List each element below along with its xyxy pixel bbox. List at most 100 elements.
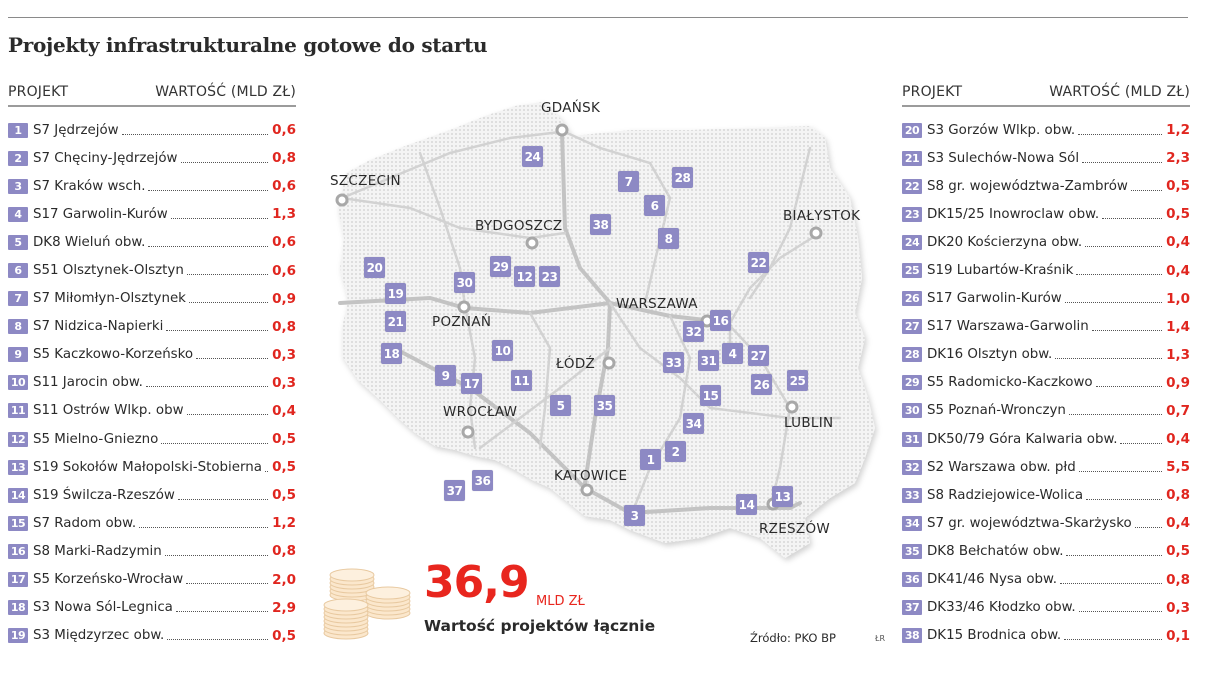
project-row: 2 S7 Chęciny-Jędrzejów 0,8 bbox=[8, 144, 296, 172]
project-row: 1 S7 Jędrzejów 0,6 bbox=[8, 116, 296, 144]
project-number-badge: 37 bbox=[902, 600, 922, 616]
project-row: 3 S7 Kraków wsch. 0,6 bbox=[8, 172, 296, 200]
project-value: 1,2 bbox=[272, 515, 296, 532]
project-name: S5 Poznań-Wronczyn bbox=[927, 403, 1066, 419]
project-row: 36 DK41/46 Nysa obw. 0,8 bbox=[902, 566, 1190, 594]
project-name: S11 Jarocin obw. bbox=[33, 375, 143, 391]
dotted-leader bbox=[175, 611, 269, 613]
dotted-leader bbox=[1130, 189, 1163, 191]
project-value: 2,3 bbox=[1166, 150, 1190, 167]
project-marker: 32 bbox=[683, 321, 704, 342]
project-number-badge: 28 bbox=[902, 347, 922, 363]
project-number-badge: 15 bbox=[8, 515, 28, 531]
project-row: 7 S7 Miłomłyn-Olsztynek 0,9 bbox=[8, 285, 296, 313]
dotted-leader bbox=[1078, 133, 1163, 135]
project-value: 0,3 bbox=[1166, 599, 1190, 616]
city-label: BIAŁYSTOK bbox=[783, 208, 861, 224]
dotted-leader bbox=[1066, 554, 1163, 556]
city-label: WROCŁAW bbox=[443, 404, 518, 420]
dotted-leader bbox=[1055, 358, 1163, 360]
dotted-leader bbox=[161, 442, 269, 444]
project-name: S19 Świlcza-Rzeszów bbox=[33, 487, 175, 503]
list-header: PROJEKT WARTOŚĆ (MLD ZŁ) bbox=[8, 84, 296, 107]
project-marker: 26 bbox=[751, 374, 772, 395]
project-number-badge: 9 bbox=[8, 347, 28, 363]
project-marker: 10 bbox=[492, 340, 513, 361]
project-marker: 7 bbox=[618, 171, 639, 192]
project-value: 0,5 bbox=[272, 627, 296, 644]
project-value: 0,1 bbox=[1166, 627, 1190, 644]
project-marker: 33 bbox=[663, 352, 684, 373]
project-value: 0,6 bbox=[272, 122, 296, 139]
project-row: 15 S7 Radom obw. 1,2 bbox=[8, 509, 296, 537]
project-row: 31 DK50/79 Góra Kalwaria obw. 0,4 bbox=[902, 425, 1190, 453]
project-number-badge: 4 bbox=[8, 206, 28, 222]
dotted-leader bbox=[196, 358, 269, 360]
project-row: 38 DK15 Brodnica obw. 0,1 bbox=[902, 622, 1190, 650]
project-name: S17 Garwolin-Kurów bbox=[33, 206, 168, 222]
project-name: S3 Sulechów-Nowa Sól bbox=[927, 150, 1080, 166]
project-number-badge: 29 bbox=[902, 375, 922, 391]
project-marker: 11 bbox=[511, 370, 532, 391]
dotted-leader bbox=[1076, 274, 1163, 276]
project-row: 13 S19 Sokołów Małopolski-Stobierna 0,5 bbox=[8, 453, 296, 481]
project-name: S7 Miłomłyn-Olsztynek bbox=[33, 291, 186, 307]
project-value: 5,5 bbox=[1166, 459, 1190, 476]
city-label: KATOWICE bbox=[554, 468, 628, 484]
project-name: DK41/46 Nysa obw. bbox=[927, 572, 1057, 588]
project-number-badge: 12 bbox=[8, 431, 28, 447]
project-marker: 5 bbox=[550, 395, 571, 416]
project-number-badge: 20 bbox=[902, 122, 922, 138]
column-header-value: WARTOŚĆ (MLD ZŁ) bbox=[155, 84, 296, 100]
project-name: S8 Marki-Radzymin bbox=[33, 543, 162, 559]
author-initials: ŁR bbox=[875, 634, 886, 643]
project-name: S7 Radom obw. bbox=[33, 515, 137, 531]
dotted-leader bbox=[148, 189, 269, 191]
project-row: 5 DK8 Wieluń obw. 0,6 bbox=[8, 228, 296, 256]
project-value: 0,8 bbox=[272, 150, 296, 167]
dotted-leader bbox=[148, 245, 269, 247]
project-row: 28 DK16 Olsztyn obw. 1,3 bbox=[902, 341, 1190, 369]
project-row: 6 S51 Olsztynek-Olsztyn 0,6 bbox=[8, 256, 296, 284]
project-name: DK33/46 Kłodzko obw. bbox=[927, 600, 1076, 616]
total-unit: MLD ZŁ bbox=[536, 594, 585, 609]
project-marker: 9 bbox=[435, 365, 456, 386]
dotted-leader bbox=[139, 526, 269, 528]
project-name: S7 gr. województwa-Skarżysko bbox=[927, 515, 1132, 531]
project-marker: 13 bbox=[772, 486, 793, 507]
project-row: 29 S5 Radomicko-Kaczkowo 0,9 bbox=[902, 369, 1190, 397]
project-number-badge: 22 bbox=[902, 178, 922, 194]
city-label: GDAŃSK bbox=[541, 100, 601, 116]
project-value: 0,8 bbox=[1166, 571, 1190, 588]
project-name: DK20 Kościerzyna obw. bbox=[927, 234, 1083, 250]
project-value: 0,5 bbox=[272, 431, 296, 448]
dotted-leader bbox=[177, 498, 269, 500]
project-row: 18 S3 Nowa Sól-Legnica 2,9 bbox=[8, 594, 296, 622]
project-name: S5 Kaczkowo-Korzeńsko bbox=[33, 347, 194, 363]
project-marker: 16 bbox=[710, 310, 731, 331]
project-value: 0,8 bbox=[1166, 487, 1190, 504]
project-number-badge: 3 bbox=[8, 178, 28, 194]
project-row: 35 DK8 Bełchatów obw. 0,5 bbox=[902, 537, 1190, 565]
dotted-leader bbox=[1068, 414, 1163, 416]
project-row: 20 S3 Gorzów Wlkp. obw. 1,2 bbox=[902, 116, 1190, 144]
project-value: 1,3 bbox=[1166, 346, 1190, 363]
project-row: 22 S8 gr. województwa-Zambrów 0,5 bbox=[902, 172, 1190, 200]
project-number-badge: 6 bbox=[8, 263, 28, 279]
project-name: S5 Korzeńsko-Wrocław bbox=[33, 572, 184, 588]
project-marker: 37 bbox=[444, 480, 465, 501]
city-label: ŁÓDŹ bbox=[556, 356, 596, 372]
project-name: DK15 Brodnica obw. bbox=[927, 628, 1062, 644]
project-marker: 38 bbox=[590, 214, 611, 235]
project-row: 25 S19 Lubartów-Kraśnik 0,4 bbox=[902, 256, 1190, 284]
project-value: 0,8 bbox=[272, 318, 296, 335]
project-name: S5 Mielno-Gniezno bbox=[33, 431, 159, 447]
dotted-leader bbox=[145, 386, 269, 388]
column-header-value: WARTOŚĆ (MLD ZŁ) bbox=[1049, 84, 1190, 100]
project-value: 0,4 bbox=[1166, 431, 1190, 448]
project-value: 0,5 bbox=[1166, 543, 1190, 560]
project-row: 11 S11 Ostrów Wlkp. obw 0,4 bbox=[8, 397, 296, 425]
project-marker: 15 bbox=[700, 385, 721, 406]
dotted-leader bbox=[186, 274, 269, 276]
project-row: 12 S5 Mielno-Gniezno 0,5 bbox=[8, 425, 296, 453]
